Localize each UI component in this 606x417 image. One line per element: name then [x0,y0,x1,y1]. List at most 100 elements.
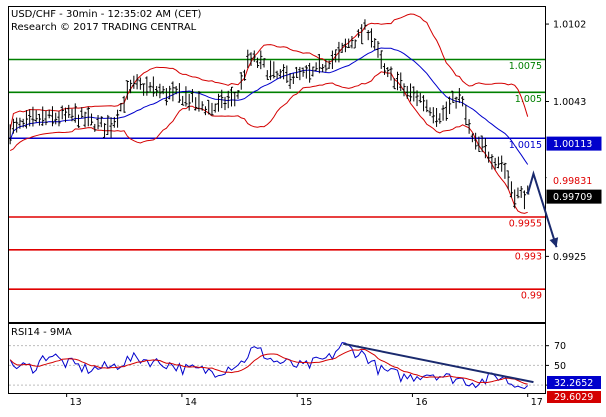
ohlc-bar [275,70,279,79]
rsi-panel-frame [8,323,546,394]
ohlc-bar [457,87,461,104]
ohlc-bar [194,97,198,111]
ohlc-bar [392,78,396,90]
ohlc-bar [366,30,370,41]
ohlc-bar [70,108,74,122]
ohlc-bar [454,96,458,109]
ohlc-bar [249,52,253,66]
ohlc-bar [158,83,162,99]
ohlc-bar [96,115,100,130]
ohlc-bar [363,19,367,30]
ohlc-bar [461,96,465,107]
ohlc-bar [80,107,84,119]
ohlc-bar [428,107,432,116]
bollinger-upper [9,13,529,130]
price-tag-label-1: 0.99831 [553,176,592,187]
ohlc-bar [522,190,527,210]
ohlc-bar [145,76,149,96]
time-axis: 13 14 15 16 17 [66,393,543,408]
ohlc-bar [487,151,491,163]
chart-subtitle: Research © 2017 TRADING CENTRAL [11,22,197,33]
ohlc-bar [220,89,224,109]
price-tag-box-0 [546,136,602,151]
ohlc-bar [513,189,517,209]
ohlc-bar [197,90,201,112]
chart-title: USD/CHF - 30min - 12:35:02 AM (CET) [11,9,202,20]
ohlc-bar [340,42,344,53]
ohlc-bar [24,110,29,129]
ohlc-bar [464,104,468,126]
ohlc-bar [99,116,103,128]
ohlc-bar [142,83,146,96]
ohlc-bar [291,73,295,84]
projection-arrow [526,170,559,248]
time-tick-label-4: 17 [531,397,543,408]
ohlc-bar [73,103,77,123]
ohlc-bar [21,118,25,128]
ohlc-bar [343,38,348,53]
ohlc-bar [239,72,243,90]
ohlc-bar [128,79,133,94]
ohlc-bar [262,58,266,68]
projection-arrow-head [549,237,559,248]
ohlc-bar [115,109,120,128]
ohlc-bar [67,104,71,118]
ohlc-bar [177,83,182,103]
ohlc-bar [451,90,455,103]
level-label-0: 1.0075 [509,61,542,72]
ohlc-bar [356,29,361,38]
ohlc-bar [31,106,35,127]
ohlc-bar [83,111,87,128]
ohlc-bar [470,133,474,143]
ohlc-bar [112,116,116,128]
levels-layer: 1.0075 1.005 1.0015 0.9955 0.993 0.99 [9,58,545,302]
ohlc-bar [236,89,240,99]
ohlc-bar [288,72,292,89]
ohlc-bar [138,77,142,90]
ohlc-bar [408,83,413,102]
ohlc-bar [395,71,400,91]
rsi-ma-line [9,348,528,385]
rsi-tag-label: 32.2652 [554,378,593,389]
price-tag-box-1 [546,173,602,188]
bollinger-lower [9,71,528,214]
ohlc-bar [246,49,250,69]
time-tick-label-2: 15 [300,397,312,408]
moving-average [9,47,529,165]
ohlc-bar [63,107,68,123]
ohlc-bar [382,63,387,75]
ohlc-bar [447,96,452,115]
ohlc-bar [207,99,211,115]
ohlc-bar [174,86,178,95]
ohlc-bar [337,41,341,63]
ohlc-bar [496,156,501,169]
ohlc-bar [8,124,12,145]
rsi-title: RSI14 - 9MA [11,327,72,338]
rsi-ma-tag-label: 29.6029 [554,392,593,403]
ohlc-bar [434,107,439,127]
level-label-4: 0.993 [515,251,542,262]
ohlc-bar [298,66,302,81]
ohlc-bar [281,64,286,80]
ohlc-bar [89,113,94,126]
projection-arrow-path [526,170,558,248]
ohlc-bar [386,67,390,78]
indicators-layer [9,13,529,214]
ohlc-bar [161,85,165,95]
ohlc-bar [311,66,315,77]
ohlc-bar [278,69,282,79]
ohlc-bar [125,80,129,100]
ohlc-bar [50,106,55,127]
ohlc-bar [93,123,97,132]
ohlc-bar [369,28,374,48]
ohlc-bar [109,117,113,138]
ohlc-bar [483,138,487,159]
ohlc-bar [132,75,136,89]
ohlc-bar [44,110,48,126]
ohlc-bar [330,50,335,70]
ohlc-bar [317,53,321,74]
ohlc-bar [379,50,383,69]
ohlc-bar [148,82,152,92]
ohlc-bar [155,86,159,97]
